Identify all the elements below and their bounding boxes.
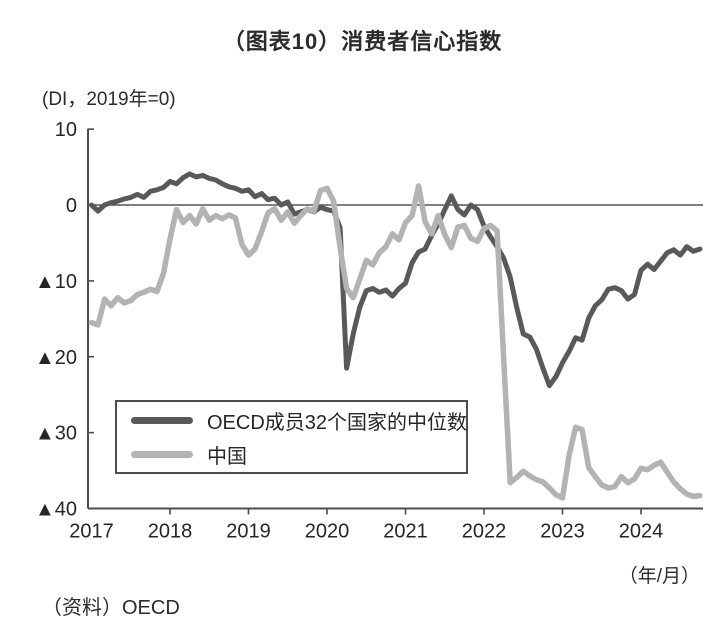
x-tick-label: 2022 — [462, 521, 507, 543]
x-axis-unit-label: （年/月） — [618, 566, 700, 587]
y-tick-label: ▲20 — [35, 347, 77, 369]
x-tick-label: 2021 — [383, 521, 428, 543]
china-series-label: 中国 — [207, 445, 247, 468]
legend-row-oecd: OECD成员32个国家的中位数 — [131, 406, 468, 434]
x-tick-label: 2019 — [226, 521, 271, 543]
y-tick-label: 10 — [55, 119, 77, 141]
y-tick-label: ▲40 — [35, 499, 77, 521]
series-line-china — [88, 183, 703, 501]
legend-row-china: 中国 — [131, 440, 466, 468]
y-axis-unit-label: (DI，2019年=0) — [42, 89, 176, 110]
legend-box: OECD成员32个国家的中位数 中国 — [115, 400, 468, 474]
oecd-series-swatch — [131, 416, 193, 424]
china-series-swatch — [131, 450, 193, 458]
x-tick-label: 2023 — [540, 521, 585, 543]
chart-title: （图表10）消费者信心指数 — [222, 29, 503, 54]
x-tick-label: 2018 — [148, 521, 193, 543]
series-line-oecd — [89, 171, 703, 389]
x-tick-label: 2017 — [69, 521, 114, 543]
y-tick-label: 0 — [66, 195, 77, 217]
y-tick-label: ▲10 — [35, 271, 77, 293]
y-tick-label: ▲30 — [35, 423, 77, 445]
x-tick-label: 2020 — [305, 521, 350, 543]
oecd-series-label: OECD成员32个国家的中位数 — [207, 411, 468, 434]
source-note: （资料）OECD — [42, 597, 180, 619]
x-tick-label: 2024 — [619, 521, 664, 543]
